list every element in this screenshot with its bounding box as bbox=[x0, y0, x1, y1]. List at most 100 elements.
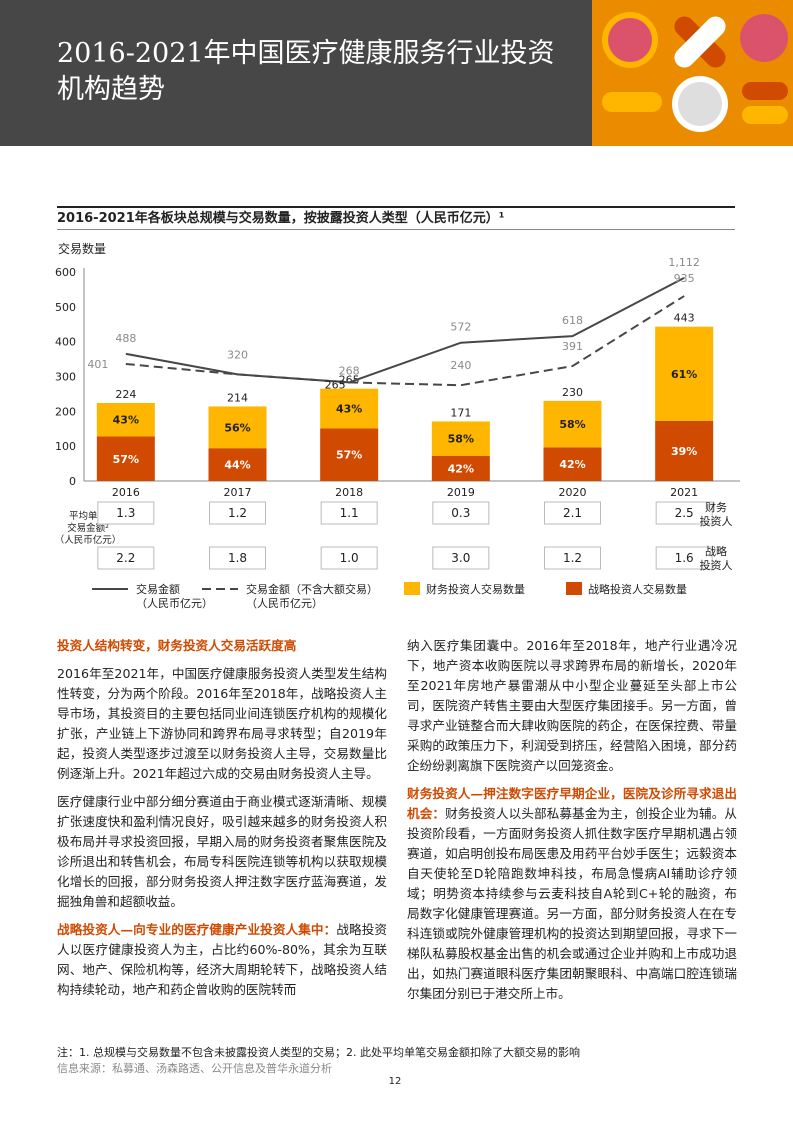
line-dashed-label: 935 bbox=[674, 272, 695, 285]
y-tick-label: 0 bbox=[69, 475, 76, 488]
bar-strategic bbox=[320, 428, 379, 481]
y-axis-label: 交易数量 bbox=[58, 241, 106, 256]
y-tick-label: 100 bbox=[55, 440, 76, 453]
financial-avg-value: 2.1 bbox=[563, 506, 582, 520]
y-tick-label: 300 bbox=[55, 371, 76, 384]
x-tick-label: 2021 bbox=[670, 486, 698, 499]
line-solid-label: 572 bbox=[450, 321, 471, 334]
x-tick-label: 2018 bbox=[335, 486, 363, 499]
paragraph: 2016年至2021年，中国医疗健康服务投资人类型发生结构性转变，分为两个阶段。… bbox=[57, 666, 387, 781]
line-solid-label: 268 bbox=[339, 364, 360, 377]
y-tick-label: 500 bbox=[55, 301, 76, 314]
text-column-right: 纳入医疗集团囊中。2016年至2018年，地产行业遇冷况下，地产资本收购医院以寻… bbox=[407, 636, 737, 1012]
strategic-avg-box bbox=[97, 546, 155, 570]
line-dashed-label: 401 bbox=[87, 358, 108, 371]
strategic-avg-box bbox=[544, 546, 601, 570]
header-banner: 2016-2021年中国医疗健康服务行业投资机构趋势 bbox=[0, 0, 793, 146]
financial-row-label: 投资人 bbox=[700, 514, 733, 528]
text-column-left: 投资人结构转变，财务投资人交易活跃度高 2016年至2021年，中国医疗健康服务… bbox=[57, 636, 387, 1008]
strategic-share-label: 39% bbox=[671, 445, 697, 458]
financial-share-label: 56% bbox=[224, 421, 250, 434]
x-tick-label: 2016 bbox=[112, 486, 140, 499]
line-dashed-label: 391 bbox=[562, 340, 583, 353]
financial-avg-box bbox=[209, 501, 266, 525]
page-title: 2016-2021年中国医疗健康服务行业投资机构趋势 bbox=[57, 38, 555, 105]
y-tick-label: 400 bbox=[55, 336, 76, 349]
strategic-avg-value: 1.8 bbox=[228, 551, 247, 565]
strategic-share-label: 57% bbox=[336, 449, 362, 462]
legend-dashed-label: （人民币亿元） bbox=[246, 597, 323, 610]
strategic-avg-box bbox=[432, 546, 490, 570]
bar-total-label: 230 bbox=[562, 386, 583, 399]
bar-total-label: 171 bbox=[450, 406, 471, 419]
financial-avg-box bbox=[432, 501, 490, 525]
financial-avg-box bbox=[544, 501, 601, 525]
financial-avg-value: 1.3 bbox=[116, 506, 135, 520]
legend-strategic-swatch bbox=[566, 582, 582, 595]
bar-financial bbox=[655, 326, 714, 421]
strategic-avg-box bbox=[209, 546, 266, 570]
section-heading: 投资人结构转变，财务投资人交易活跃度高 bbox=[57, 638, 297, 653]
financial-row-label: 财务 bbox=[705, 500, 727, 514]
line-dashed-label: 265 bbox=[325, 379, 346, 392]
paragraph: 财务投资人—押注数字医疗早期企业，医院及诊所寻求退出机会：财务投资人以头部私募基… bbox=[407, 784, 737, 1004]
strategic-avg-value: 2.2 bbox=[116, 551, 135, 565]
financial-avg-value: 1.1 bbox=[340, 506, 359, 520]
paragraph: 纳入医疗集团囊中。2016年至2018年，地产行业遇冷况下，地产资本收购医院以寻… bbox=[407, 638, 737, 773]
legend-financial-label: 财务投资人交易数量 bbox=[426, 582, 525, 596]
bar-financial bbox=[96, 402, 155, 437]
avg-row-label: （人民币亿元） bbox=[55, 534, 122, 546]
page-number: 12 bbox=[388, 1076, 402, 1087]
strategic-share-label: 42% bbox=[559, 458, 585, 471]
x-tick-label: 2017 bbox=[224, 486, 252, 499]
financial-avg-value: 2.5 bbox=[675, 506, 694, 520]
line-dashed-label: 240 bbox=[450, 359, 471, 372]
legend-solid-label: （人民币亿元） bbox=[136, 597, 213, 610]
bar-strategic bbox=[655, 420, 714, 481]
financial-avg-box bbox=[97, 501, 155, 525]
bar-strategic bbox=[96, 436, 155, 481]
bar-strategic bbox=[431, 455, 490, 481]
bar-total-label: 443 bbox=[674, 312, 695, 325]
legend-solid-label: 交易金额 bbox=[136, 582, 180, 596]
bar-strategic bbox=[543, 447, 602, 481]
bar-line-chart: 交易数量 0 100 200 300 400 500 600 57% 43% 224 2016 44% 5… bbox=[55, 241, 740, 610]
source-note: 信息来源：私募通、汤森路透、公开信息及普华永道分析 bbox=[57, 1062, 332, 1075]
strategic-avg-value: 1.0 bbox=[340, 551, 359, 565]
strategic-share-label: 44% bbox=[224, 459, 250, 472]
paragraph-text: 财务投资人以头部私募基金为主，创投企业为辅。从投资阶段看，一方面财务投资人抓住数… bbox=[407, 806, 738, 1001]
paragraph-text: 战略投资人以医疗健康投资人为主，占比约60%-80%，其余为互联网、地产、保险机… bbox=[57, 922, 388, 997]
inline-heading: 财务投资人—押注数字医疗早期企业，医院及诊所寻求退出机会： bbox=[407, 786, 737, 821]
financial-share-label: 43% bbox=[336, 403, 362, 416]
line-solid-label: 320 bbox=[227, 348, 248, 361]
strategic-avg-value: 1.6 bbox=[675, 551, 694, 565]
bar-financial bbox=[543, 400, 602, 448]
financial-share-label: 58% bbox=[559, 418, 585, 431]
strategic-share-label: 57% bbox=[113, 453, 139, 466]
strategic-avg-value: 1.2 bbox=[563, 551, 582, 565]
footnote: 注：1. 总规模与交易数量不包含未披露投资人类型的交易；2. 此处平均单笔交易金… bbox=[57, 1046, 580, 1059]
strategic-avg-box bbox=[320, 546, 378, 570]
bar-total-label: 214 bbox=[227, 391, 248, 404]
bar-financial bbox=[431, 421, 490, 456]
bar-financial bbox=[320, 388, 379, 429]
paragraph: 战略投资人—向专业的医疗健康产业投资人集中：战略投资人以医疗健康投资人为主，占比… bbox=[57, 920, 387, 1000]
strategic-row-label: 战略 bbox=[705, 544, 727, 558]
strategic-share-label: 42% bbox=[448, 462, 474, 475]
strategic-row-label: 投资人 bbox=[700, 558, 733, 572]
pill-pattern-art bbox=[592, 0, 793, 146]
line-dashed bbox=[125, 295, 685, 387]
financial-avg-value: 0.3 bbox=[451, 506, 470, 520]
strategic-avg-box bbox=[655, 546, 713, 570]
line-solid-label: 488 bbox=[115, 332, 136, 345]
financial-avg-value: 1.2 bbox=[228, 506, 247, 520]
financial-avg-box bbox=[655, 501, 713, 525]
x-tick-label: 2020 bbox=[559, 486, 587, 499]
y-tick-label: 600 bbox=[55, 266, 76, 279]
inline-heading: 战略投资人—向专业的医疗健康产业投资人集中： bbox=[57, 922, 337, 937]
legend-dashed-label: 交易金额（不含大额交易） bbox=[246, 582, 378, 596]
line-solid-label: 1,112 bbox=[668, 256, 700, 269]
financial-share-label: 58% bbox=[448, 433, 474, 446]
line-solid bbox=[125, 277, 685, 384]
financial-share-label: 61% bbox=[671, 368, 697, 381]
